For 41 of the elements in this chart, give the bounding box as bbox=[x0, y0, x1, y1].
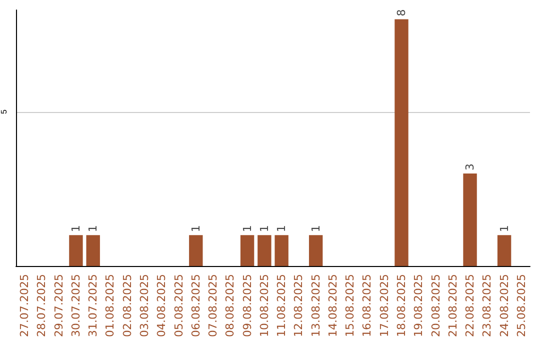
x-tick-label: 10.08.2025 bbox=[258, 274, 271, 338]
x-tick-label: 12.08.2025 bbox=[292, 274, 306, 338]
x-tick-label: 30.07.2025 bbox=[69, 274, 82, 338]
data-label: 1 bbox=[258, 225, 271, 232]
x-tick-label: 19.08.2025 bbox=[412, 274, 426, 338]
x-tick-label: 13.08.2025 bbox=[309, 274, 322, 338]
x-tick-label: 21.08.2025 bbox=[446, 274, 460, 338]
data-label: 1 bbox=[275, 225, 288, 232]
x-tick-label: 16.08.2025 bbox=[360, 274, 374, 338]
x-tick-label: 20.08.2025 bbox=[429, 274, 442, 338]
y-tick-label: 5 bbox=[0, 109, 8, 114]
x-tick-label: 15.08.2025 bbox=[344, 274, 357, 338]
x-tick-label: 31.07.2025 bbox=[86, 274, 100, 338]
x-tick-label: 28.07.2025 bbox=[35, 274, 48, 338]
x-tick-label: 17.08.2025 bbox=[378, 274, 391, 338]
x-tick-label: 07.08.2025 bbox=[206, 274, 220, 338]
x-tick-label: 14.08.2025 bbox=[326, 274, 340, 338]
x-tick-label: 01.08.2025 bbox=[104, 274, 117, 338]
data-label: 1 bbox=[498, 225, 511, 232]
data-label: 1 bbox=[86, 225, 100, 232]
x-tick-label: 09.08.2025 bbox=[240, 274, 254, 338]
x-tick-label: 04.08.2025 bbox=[155, 274, 168, 338]
data-label: 8 bbox=[395, 9, 408, 16]
x-tick-label: 02.08.2025 bbox=[120, 274, 134, 338]
x-tick-label: 25.08.2025 bbox=[514, 274, 528, 338]
x-tick-label: 29.07.2025 bbox=[52, 274, 66, 338]
x-tick-label: 06.08.2025 bbox=[189, 274, 202, 338]
x-tick-label: 11.08.2025 bbox=[275, 274, 288, 338]
data-label: 3 bbox=[464, 163, 477, 170]
x-tick-label: 08.08.2025 bbox=[224, 274, 237, 338]
data-label: 1 bbox=[309, 225, 322, 232]
x-tick-label: 27.07.2025 bbox=[18, 274, 32, 338]
x-tick-label: 03.08.2025 bbox=[138, 274, 151, 338]
data-label: 1 bbox=[189, 225, 202, 232]
data-label: 1 bbox=[240, 225, 254, 232]
x-tick-label: 23.08.2025 bbox=[480, 274, 494, 338]
x-tick-label: 24.08.2025 bbox=[498, 274, 511, 338]
x-tick-label: 22.08.2025 bbox=[464, 274, 477, 338]
x-tick-label: 05.08.2025 bbox=[172, 274, 186, 338]
x-tick-label: 18.08.2025 bbox=[395, 274, 408, 338]
data-label: 1 bbox=[69, 225, 82, 232]
